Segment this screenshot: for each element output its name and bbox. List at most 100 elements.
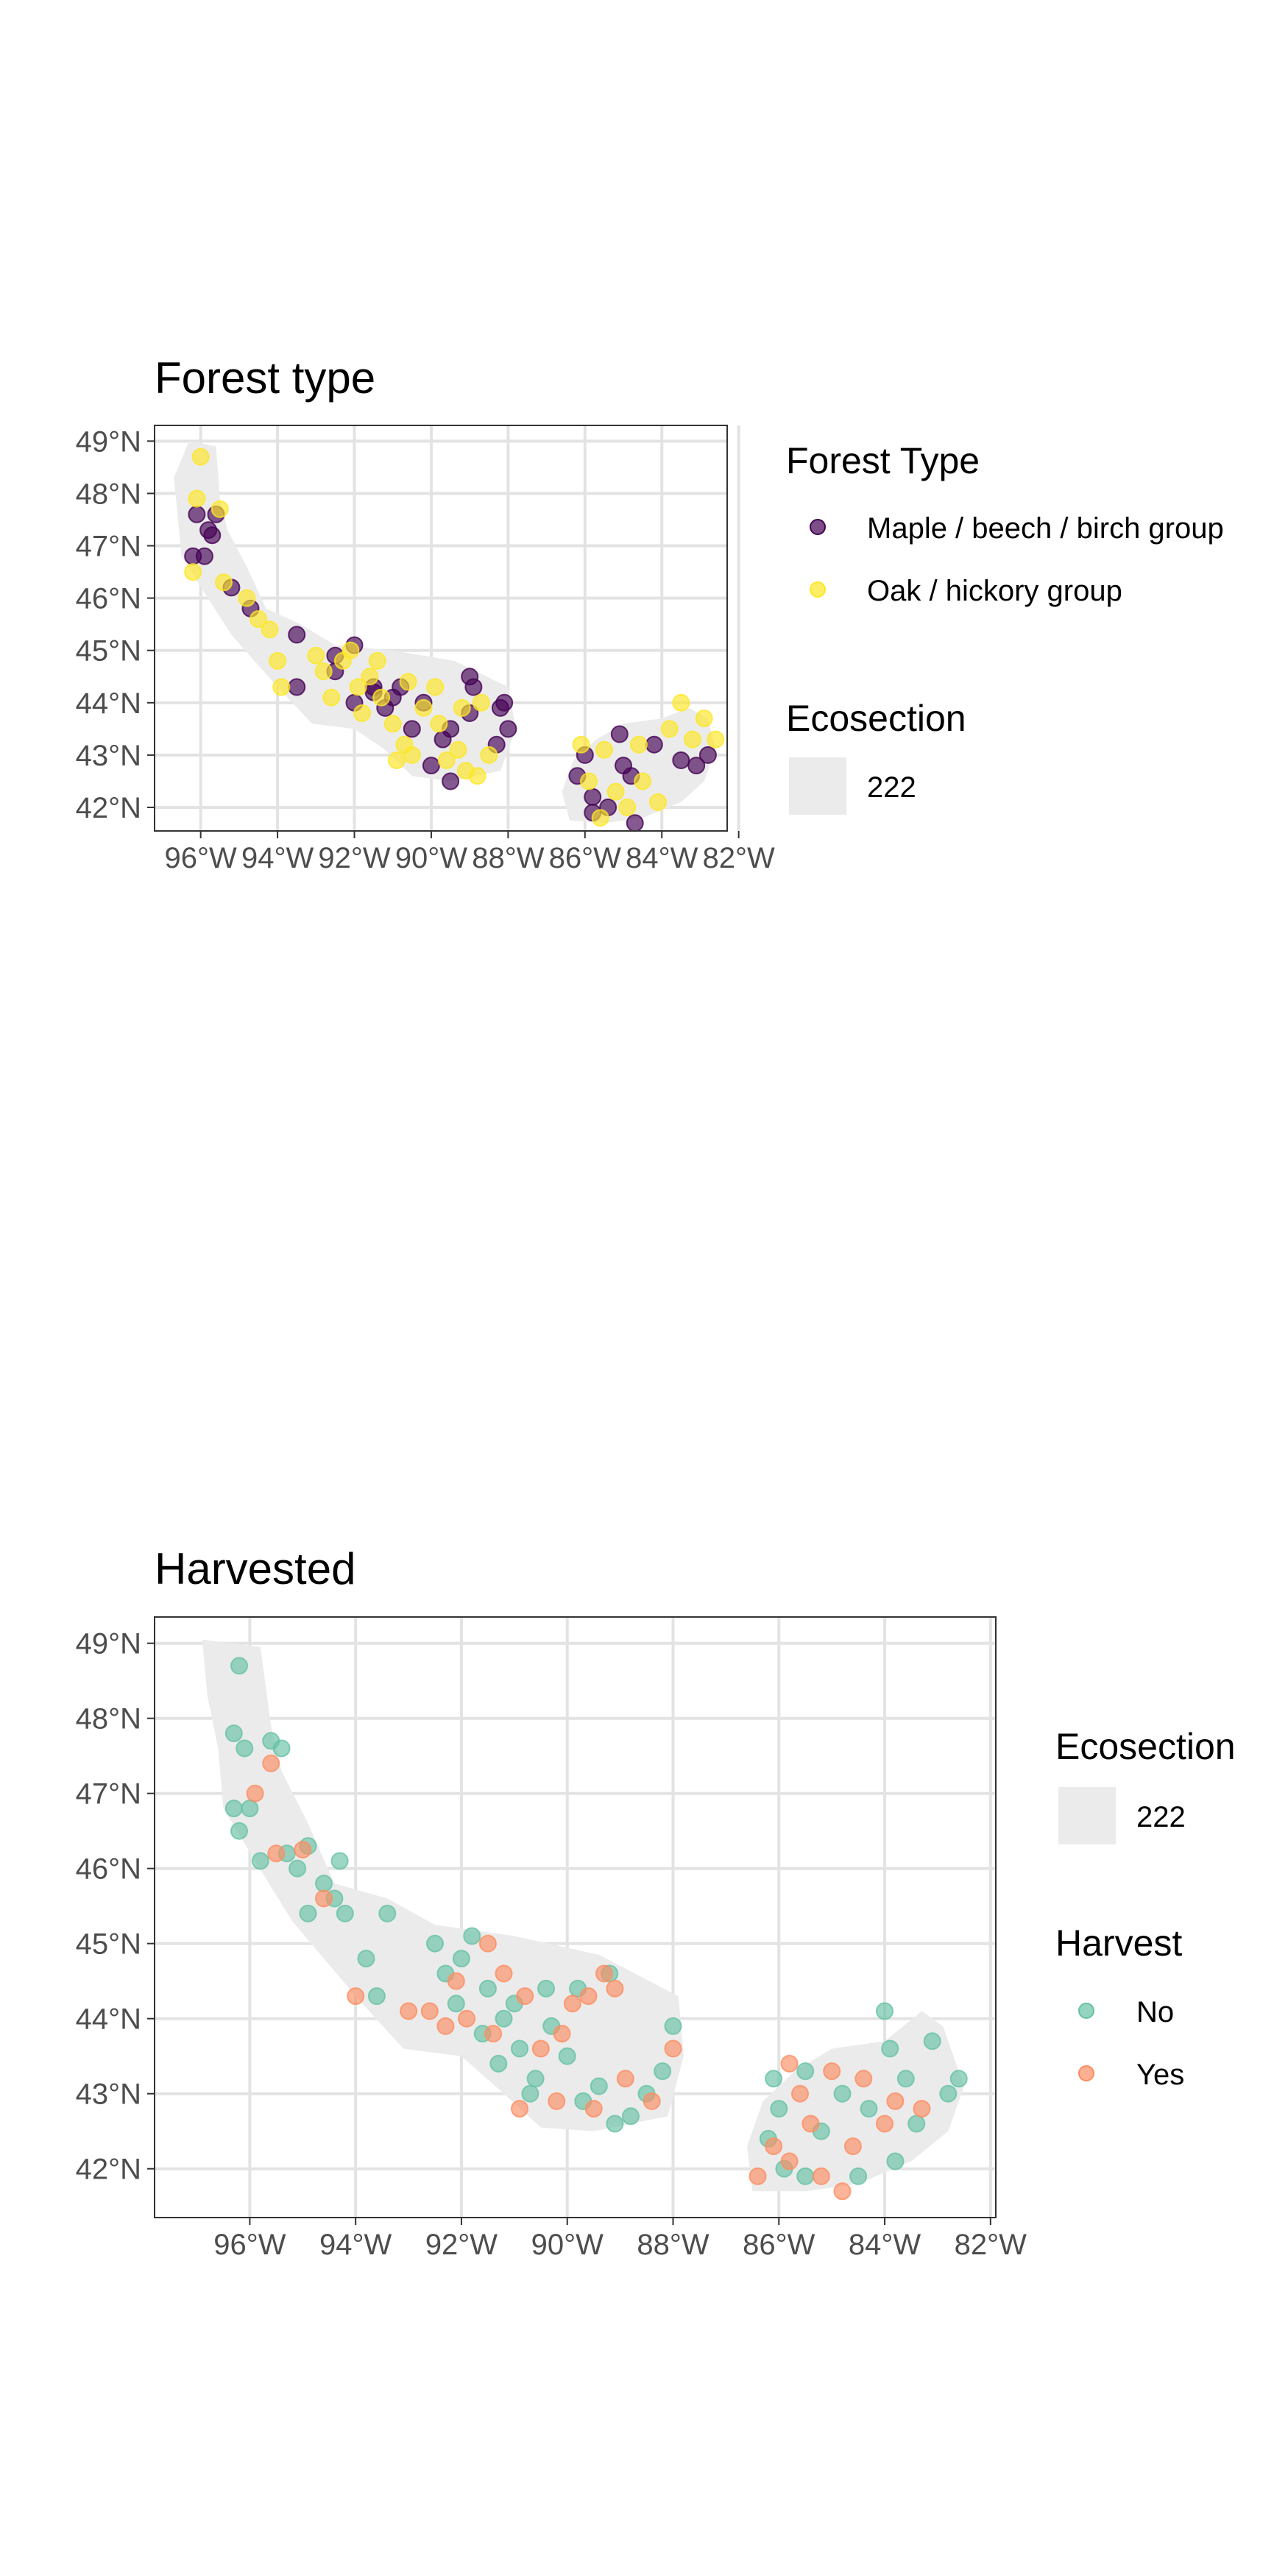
point-maple-beech-birch-group (422, 757, 440, 775)
point-no (224, 1800, 243, 1818)
point-oak-hickory-group (618, 799, 637, 816)
ecosection-region-east (747, 2011, 964, 2192)
point-yes (854, 2070, 873, 2088)
point-no (426, 1934, 444, 1953)
point-yes (458, 2009, 476, 2028)
point-no (590, 2077, 608, 2095)
y-tick-label: 42°N (76, 2154, 141, 2186)
legend-key-no (1078, 2003, 1094, 2019)
point-no (315, 1875, 333, 1893)
harvested-title: Harvested (155, 1544, 355, 1593)
point-yes (876, 2115, 894, 2133)
y-tick-label: 49°N (76, 1628, 141, 1660)
point-oak-hickory-group (684, 730, 701, 749)
x-tick-label: 86°W (743, 2229, 815, 2261)
point-no (495, 2009, 513, 2028)
x-tick-label: 84°W (849, 2229, 921, 2261)
point-yes (478, 1934, 497, 1953)
point-oak-hickory-group (660, 720, 679, 738)
point-no (907, 2115, 926, 2133)
point-yes (749, 2167, 767, 2185)
point-oak-hickory-group (383, 715, 402, 733)
point-yes (616, 2070, 634, 2088)
forest-type-plot-border (154, 425, 728, 832)
y-tick-label: 44°N (76, 687, 141, 720)
forest-type-x-axis: 96°W 94°W 92°W 90°W 88°W 86°W 84°W 82°W (165, 831, 775, 874)
point-oak-hickory-group (353, 704, 371, 722)
point-yes (765, 2137, 783, 2156)
harvested-y-axis: 42°N 43°N 44°N 45°N 46°N 47°N 48°N 49°N (76, 1628, 155, 2186)
harvest-legend: Harvest No Yes (1055, 1922, 1184, 2091)
x-tick-label: 88°W (637, 2229, 709, 2261)
x-tick-label: 86°W (549, 842, 621, 874)
point-no (336, 1904, 354, 1922)
x-tick-label: 82°W (703, 842, 775, 874)
point-no (289, 1859, 307, 1878)
point-yes (664, 2039, 682, 2058)
point-oak-hickory-group (629, 735, 648, 754)
point-oak-hickory-group (188, 489, 206, 508)
point-yes (315, 1889, 333, 1908)
point-yes (606, 1979, 624, 1998)
x-tick-label: 96°W (213, 2229, 286, 2261)
forest-type-panel: Forest type 96°W 94°W 92°W 90°W 88°W 86°W 84°W… (76, 353, 1224, 874)
point-oak-hickory-group (414, 698, 433, 717)
ecosection-legend-label: 222 (867, 771, 916, 804)
point-yes (802, 2115, 820, 2133)
y-tick-label: 49°N (76, 425, 141, 458)
x-tick-label: 88°W (472, 842, 544, 874)
point-oak-hickory-group (250, 610, 267, 629)
legend-label-oak: Oak / hickory group (867, 575, 1122, 607)
point-oak-hickory-group (437, 751, 456, 769)
point-yes (548, 2092, 566, 2110)
point-oak-hickory-group (307, 646, 325, 665)
point-yes (347, 1987, 365, 2006)
point-maple-beech-birch-group (442, 772, 460, 790)
point-oak-hickory-group (468, 767, 486, 785)
point-no (923, 2032, 941, 2050)
point-no (241, 1800, 259, 1818)
point-yes (495, 1964, 513, 1983)
point-yes (843, 2137, 862, 2156)
point-no (833, 2084, 852, 2103)
y-tick-label: 43°N (76, 740, 141, 772)
point-oak-hickory-group (261, 620, 279, 639)
y-tick-label: 45°N (76, 635, 141, 668)
ecosection-region-west (174, 441, 516, 782)
point-maple-beech-birch-group (645, 735, 663, 754)
x-tick-label: 84°W (626, 842, 698, 874)
harvested-x-axis: 96°W 94°W 92°W 90°W 88°W 86°W 84°W 82°W (213, 2218, 1027, 2261)
point-oak-hickory-group (269, 651, 287, 670)
point-no (939, 2084, 958, 2103)
ecosection-region-west (202, 1639, 684, 2131)
point-oak-hickory-group (449, 740, 467, 759)
forest-type-points (184, 447, 725, 832)
point-no (796, 2062, 815, 2081)
point-maple-beech-birch-group (495, 693, 514, 712)
point-oak-hickory-group (361, 668, 379, 686)
x-tick-label: 92°W (425, 2229, 498, 2261)
point-no (230, 1657, 248, 1675)
point-maple-beech-birch-group (626, 814, 644, 832)
harvested-points (224, 1657, 968, 2201)
point-yes (553, 2025, 571, 2043)
point-yes (913, 2100, 931, 2118)
point-no (881, 2039, 899, 2058)
point-oak-hickory-group (580, 772, 598, 790)
point-maple-beech-birch-group (610, 725, 629, 743)
point-oak-hickory-group (634, 772, 652, 790)
point-oak-hickory-group (480, 746, 498, 764)
point-no (272, 1739, 291, 1758)
point-oak-hickory-group (403, 746, 421, 764)
point-oak-hickory-group (472, 693, 490, 712)
point-no (849, 2167, 868, 2185)
forest-type-legend: Forest Type Maple / beech / birch group … (786, 440, 1224, 607)
point-oak-hickory-group (606, 782, 625, 801)
point-yes (516, 1987, 534, 2006)
point-yes (262, 1754, 280, 1772)
point-no (489, 2054, 508, 2073)
point-yes (780, 2054, 799, 2073)
x-tick-label: 90°W (395, 842, 467, 874)
point-no (521, 2084, 539, 2103)
